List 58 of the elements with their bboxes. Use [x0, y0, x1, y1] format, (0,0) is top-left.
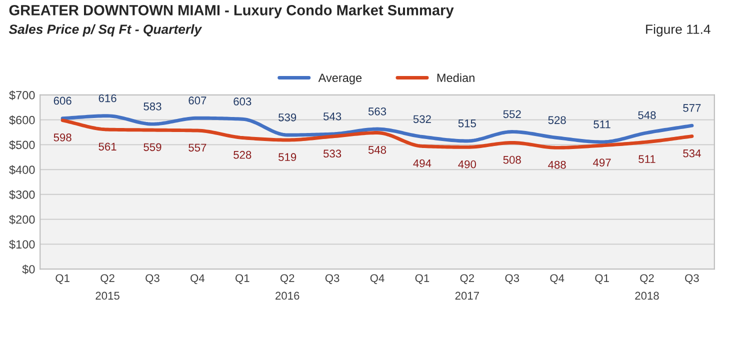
y-tick-label: $200 — [9, 214, 35, 224]
x-tick-label: Q1 — [56, 274, 70, 284]
x-tick-label: Q1 — [415, 274, 430, 284]
caption: Figure 11.4 — [646, 24, 710, 37]
x-tick-label: Q2 2015 — [96, 274, 120, 300]
data-label: 515 — [458, 120, 476, 128]
data-label: 497 — [593, 158, 611, 166]
data-label: 534 — [683, 149, 701, 158]
data-label: 488 — [548, 160, 566, 169]
y-tick-label: $600 — [9, 115, 35, 125]
data-label: 490 — [458, 160, 476, 168]
data-label: 539 — [278, 113, 296, 122]
data-label: 533 — [323, 150, 342, 158]
x-tick-label: Q4 — [190, 274, 205, 284]
data-label: 494 — [413, 159, 432, 168]
y-tick-label: $100 — [9, 240, 35, 250]
x-tick-label: Q3 — [146, 274, 160, 284]
data-label: 543 — [323, 112, 342, 120]
x-tick-label: Q4 — [550, 274, 564, 284]
data-label: 561 — [98, 142, 116, 151]
x-tick-label: Q3 — [505, 274, 520, 284]
data-label: 548 — [368, 146, 386, 154]
data-label: 577 — [683, 104, 701, 112]
y-tick-label: $400 — [9, 165, 35, 175]
data-label: 511 — [638, 155, 656, 164]
data-label: 616 — [98, 94, 116, 102]
data-label: 563 — [368, 107, 386, 116]
y-tick-label: $0 — [22, 264, 35, 274]
y-tick-label: $700 — [9, 90, 35, 100]
x-tick-label: Q1 — [236, 274, 250, 284]
x-tick-label: Q2 2016 — [276, 274, 300, 300]
x-tick-label: Q2 2018 — [635, 274, 659, 300]
data-label: 552 — [503, 110, 521, 118]
legend-label: Average — [318, 74, 362, 84]
data-label: 548 — [638, 111, 656, 120]
x-tick-label: Q1 — [595, 274, 609, 284]
y-tick-label: $500 — [9, 140, 35, 150]
x-tick-label: Q3 — [325, 274, 340, 284]
data-label: 583 — [144, 102, 162, 110]
chart-subtitle: Sales Price p/ Sq Ft - Quarterly — [8, 24, 202, 37]
x-tick-label: Q2 2017 — [455, 274, 479, 300]
data-label: 532 — [413, 115, 431, 124]
legend-label: Median — [437, 73, 474, 82]
data-label: 557 — [188, 144, 206, 152]
chart-title: GREATER DOWNTOWN MIAMI - Luxury Condo Market Summary — [9, 4, 454, 18]
y-tick-label: $300 — [9, 190, 35, 200]
data-label: 559 — [144, 143, 162, 152]
data-label: 508 — [503, 156, 521, 164]
data-label: 603 — [234, 98, 252, 106]
data-label: 528 — [234, 150, 252, 159]
data-label: 607 — [188, 96, 206, 104]
x-tick-label: Q4 — [370, 274, 384, 284]
x-tick-label: Q3 — [685, 274, 699, 284]
data-label: 598 — [54, 134, 72, 142]
data-label: 511 — [594, 120, 610, 128]
data-label: 606 — [54, 96, 72, 105]
data-label: 519 — [278, 153, 296, 162]
data-label: 528 — [548, 116, 566, 124]
